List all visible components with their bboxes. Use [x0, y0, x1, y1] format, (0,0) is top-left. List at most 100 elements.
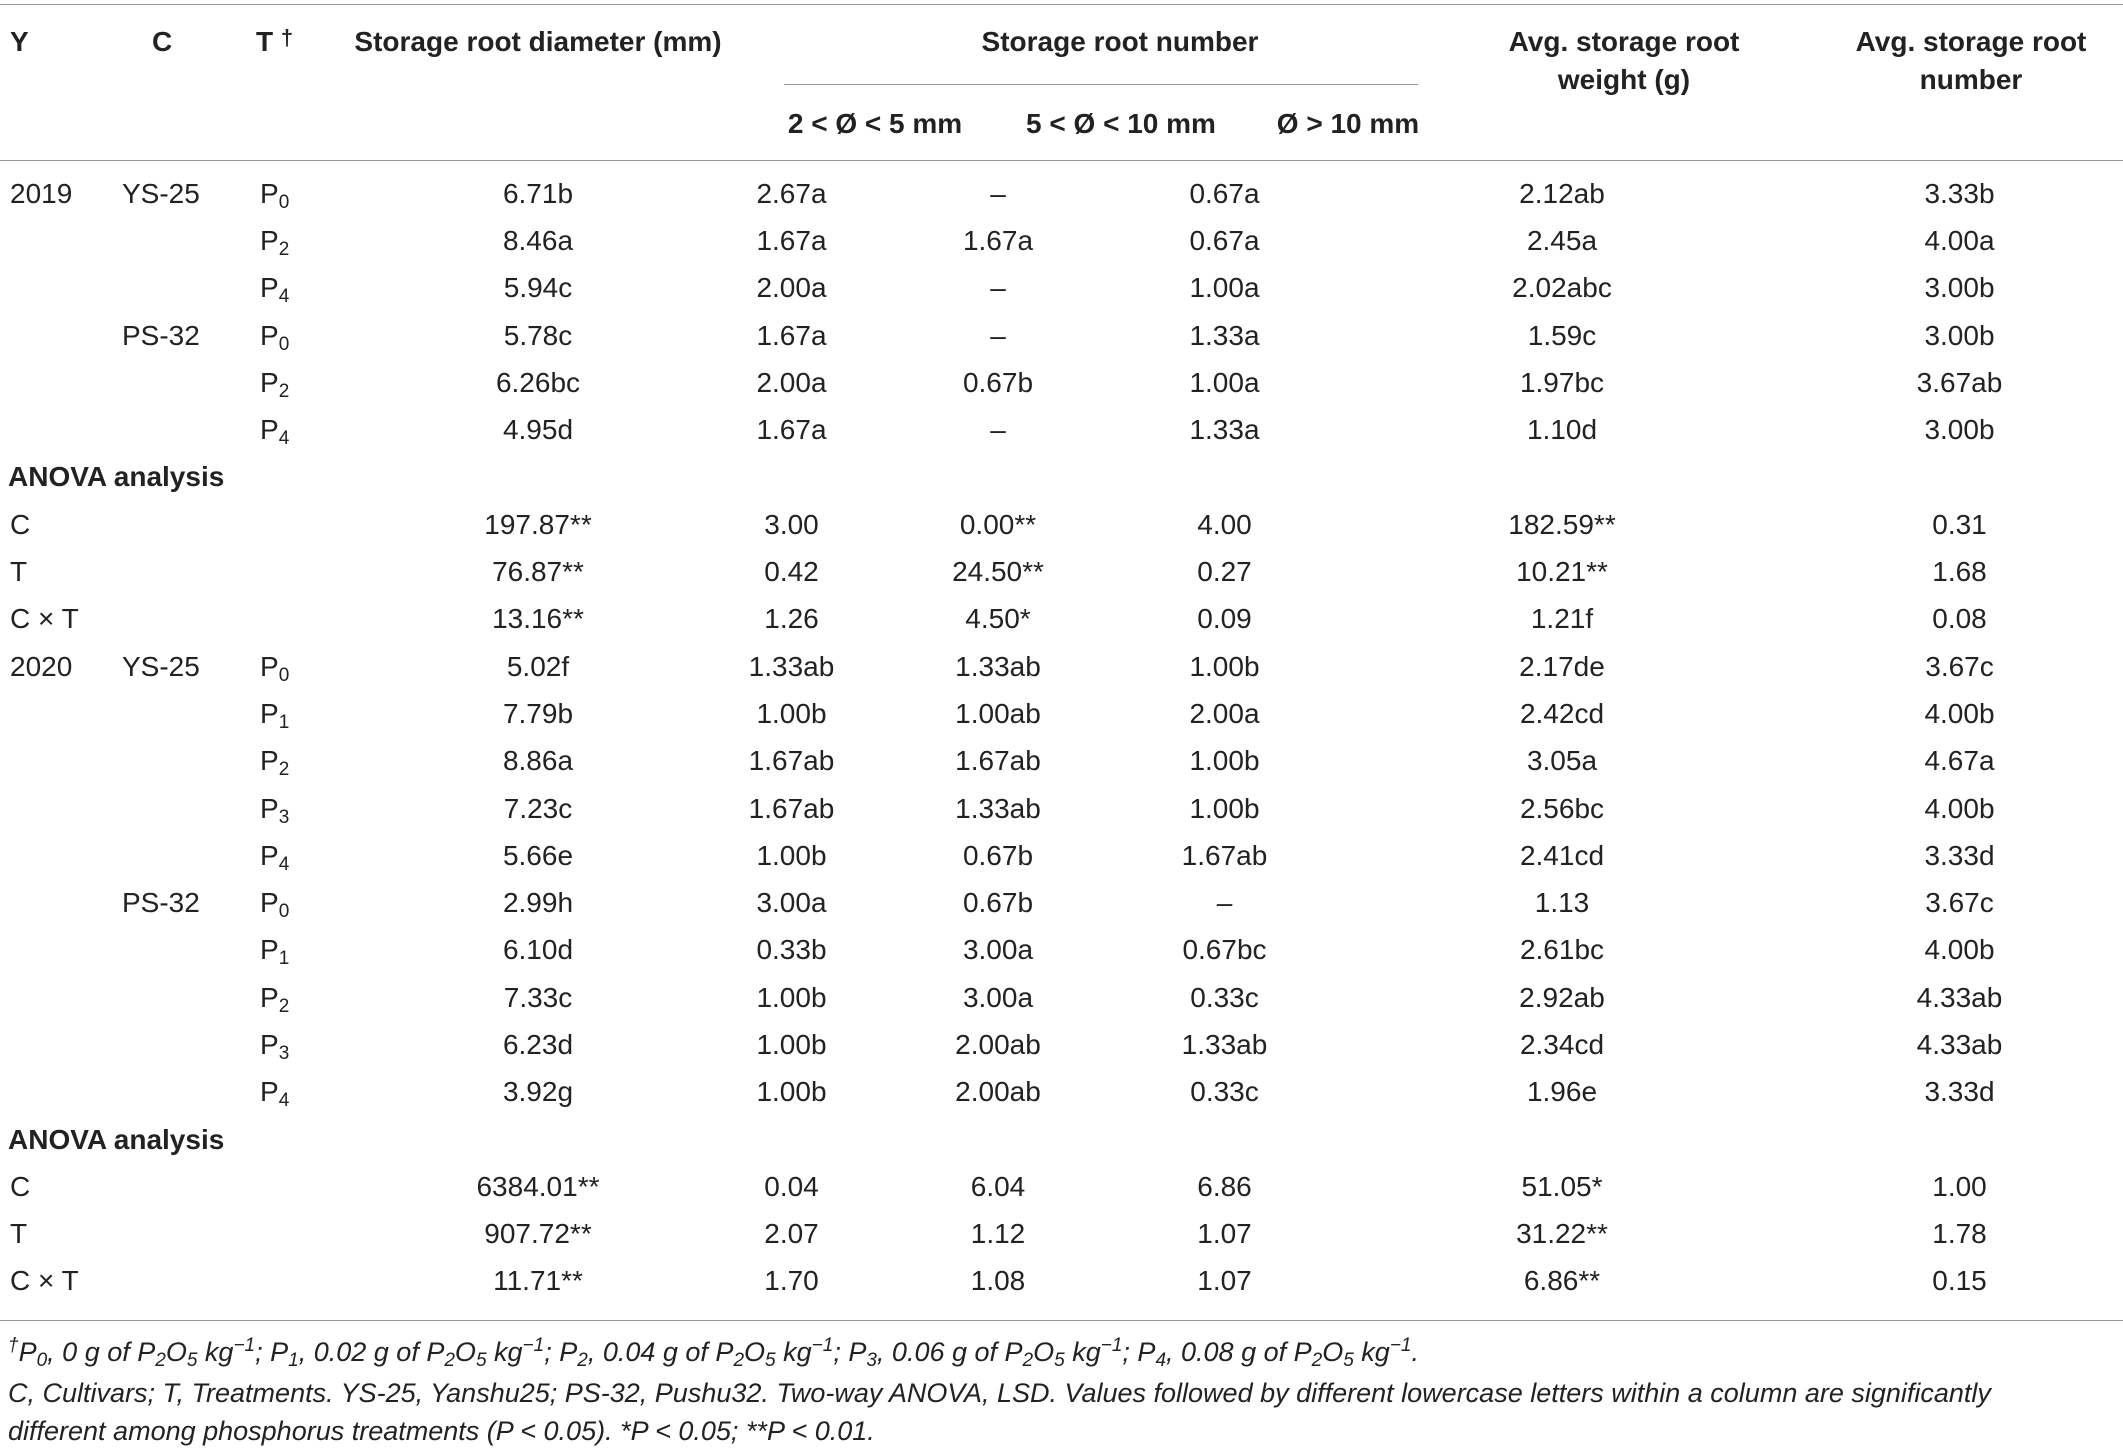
- table-body: 2019 YS-25 P0 6.71b 2.67a –0.67a 2.12ab 3.33b P2…: [0, 170, 2123, 1305]
- cell-year: [0, 785, 118, 832]
- header-weight-1: Avg. storage root: [1508, 26, 1740, 57]
- header-treatment: T †: [256, 22, 293, 62]
- fn-exp: −1: [522, 1335, 545, 1356]
- table-row: P4 5.66e 1.00b 0.67b 1.67ab 2.41cd 3.33d: [0, 832, 2123, 879]
- anova-factor: C × T: [10, 603, 79, 635]
- cell-n3: 0.67bc: [1182, 934, 1267, 966]
- anova-factor: C: [10, 1170, 31, 1202]
- fn-p-letter: P: [270, 1337, 289, 1367]
- cell-an: 4.00b: [1924, 697, 1995, 729]
- cell-year: [0, 738, 118, 785]
- fn-p2o5-sub1: 2: [444, 1350, 455, 1371]
- treatment-letter: P: [260, 934, 279, 966]
- cell-n1: 2.00a: [756, 366, 827, 398]
- cell-d: 8.86a: [502, 745, 574, 777]
- table-row: P3 6.23d 1.00b 2.00ab 1.33ab 2.34cd 4.33ab: [0, 1021, 2123, 1068]
- fn-p2o5-sub2: 5: [1343, 1350, 1354, 1371]
- cell-treatment: P1: [248, 690, 368, 737]
- cell-treatment: P1: [248, 927, 368, 974]
- anova-factor: T: [10, 556, 28, 588]
- table-row: 2020 YS-25 P0 5.02f 1.33ab 1.33ab 1.00b 2.17de 3…: [0, 643, 2123, 690]
- cell-year: [0, 690, 118, 737]
- table-row: P1 6.10d 0.33b 3.00a 0.67bc 2.61bc 4.00b: [0, 927, 2123, 974]
- cell-cultivar: [118, 265, 248, 312]
- cell-n1: 1.67a: [756, 319, 827, 351]
- table-row: C × T 13.16** 1.26 4.50* 0.09 1.21f 0.08: [0, 596, 2123, 643]
- footnote-mark: †: [8, 1335, 19, 1356]
- header-sub-5-10: 5 < Ø < 10 mm: [1026, 108, 1216, 139]
- cell-year: [0, 974, 118, 1021]
- table-row: C 197.87** 3.00 0.00** 4.00 182.59** 0.31: [0, 501, 2123, 548]
- cell-d: 3.92g: [502, 1076, 574, 1108]
- cell-n2: 1.12: [970, 1218, 1026, 1250]
- fn-p-sub: 3: [866, 1350, 877, 1371]
- cell-w: 31.22**: [1516, 1218, 1608, 1250]
- fn-p-letter: P: [1137, 1337, 1156, 1367]
- cell-n1: 0.42: [764, 556, 819, 588]
- cell-an: 3.00b: [1924, 272, 1995, 304]
- fn-kg: kg: [197, 1337, 234, 1367]
- cell-year: [0, 879, 118, 926]
- fn-kg: kg: [1353, 1337, 1390, 1367]
- cell-n3: 1.07: [1197, 1265, 1252, 1297]
- cell-d: 76.87**: [492, 556, 584, 588]
- cell-treatment: P2: [248, 974, 368, 1021]
- cell-n1: 1.26: [764, 603, 819, 635]
- cell-cultivar: YS-25: [122, 177, 200, 209]
- treatment-letter: P: [260, 839, 279, 871]
- cell-n3: 1.67ab: [1181, 839, 1268, 871]
- cell-d: 5.94c: [503, 272, 573, 304]
- cell-cultivar: PS-32: [122, 319, 200, 351]
- table-row: ANOVA analysis: [0, 454, 2123, 501]
- cell-an: 3.67c: [1925, 650, 1994, 682]
- cell-treatment: P4: [248, 406, 368, 453]
- treatment-subscript: 0: [278, 191, 290, 213]
- fn-p2o5-sub1: 2: [1311, 1350, 1323, 1371]
- cell-n2: 24.50**: [952, 556, 1044, 588]
- footnote-line-2: C, Cultivars; T, Treatments. YS-25, Yans…: [8, 1378, 1991, 1408]
- bottom-rule: [0, 1320, 2123, 1321]
- header-treatment-label: T: [256, 26, 274, 57]
- header-avg-number-1: Avg. storage root: [1855, 26, 2087, 57]
- cell-n3: 0.67a: [1189, 224, 1260, 256]
- cell-an: 4.67a: [1924, 745, 1995, 777]
- cell-n3: 4.00: [1197, 508, 1252, 540]
- cell-n1: 2.00a: [756, 272, 827, 304]
- table-row: C × T 11.71** 1.70 1.08 1.07 6.86** 0.15: [0, 1258, 2123, 1305]
- cell-cultivar: [118, 927, 248, 974]
- cell-treatment: P3: [248, 1021, 368, 1068]
- cell-d: 11.71**: [493, 1265, 583, 1297]
- cell-n1: 1.00b: [756, 697, 827, 729]
- cell-year: [0, 832, 118, 879]
- footnote-line-1: †P0, 0 g of P2O5 kg−1; P1, 0.02 g of P2O…: [8, 1333, 1419, 1371]
- anova-factor: C × T: [10, 1265, 79, 1297]
- table-row: PS-32 P0 2.99h 3.00a 0.67b – 1.13 3.67c: [0, 879, 2123, 926]
- table-row: P2 8.46a 1.67a 1.67a 0.67a 2.45a 4.00a: [0, 217, 2123, 264]
- cell-w: 2.61bc: [1519, 934, 1605, 966]
- table-row: C 6384.01** 0.04 6.04 6.86 51.05* 1.00: [0, 1163, 2123, 1210]
- table-row: P4 3.92g 1.00b 2.00ab 0.33c 1.96e 3.33d: [0, 1069, 2123, 1116]
- header-avg-number-2: number: [1919, 64, 2023, 95]
- cell-n2: 6.04: [970, 1170, 1026, 1202]
- fn-p-sub: 0: [36, 1350, 48, 1371]
- anova-factor: C: [10, 508, 31, 540]
- fn-p-sub: 1: [288, 1350, 299, 1371]
- cell-cultivar: [118, 406, 248, 453]
- fn-p2o5-sub2: 5: [186, 1350, 198, 1371]
- treatment-letter: P: [260, 414, 279, 446]
- cell-w: 1.13: [1534, 887, 1590, 919]
- cell-n1: 1.67ab: [748, 792, 835, 824]
- fn-exp: −1: [811, 1335, 834, 1356]
- treatment-letter: P: [260, 272, 279, 304]
- cell-an: 1.00: [1932, 1170, 1987, 1202]
- cell-year: 2020: [10, 650, 73, 682]
- treatment-subscript: 1: [278, 711, 290, 733]
- fn-sep: ;: [833, 1337, 849, 1367]
- treatment-letter: P: [260, 177, 279, 209]
- cell-treatment: P3: [248, 785, 368, 832]
- treatment-subscript: 3: [278, 806, 290, 828]
- cell-n1: 1.33ab: [748, 650, 835, 682]
- fn-sep: ;: [1122, 1337, 1138, 1367]
- fn-p-letter: P: [848, 1337, 867, 1367]
- header-sub-2-5: 2 < Ø < 5 mm: [787, 108, 963, 139]
